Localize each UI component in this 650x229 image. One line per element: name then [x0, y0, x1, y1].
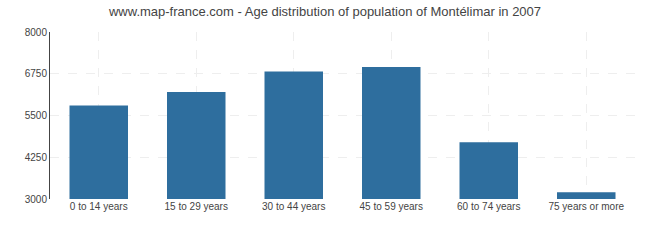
svg-text:0 to 14 years: 0 to 14 years — [70, 201, 128, 212]
svg-text:30 to 44 years: 30 to 44 years — [262, 201, 325, 212]
svg-text:45 to 59 years: 45 to 59 years — [360, 201, 423, 212]
svg-text:4250: 4250 — [25, 152, 48, 163]
svg-text:75 years or more: 75 years or more — [548, 201, 624, 212]
svg-text:5500: 5500 — [25, 110, 48, 121]
svg-text:6750: 6750 — [25, 68, 48, 79]
svg-text:www.map-france.com - Age distr: www.map-france.com - Age distribution of… — [108, 4, 541, 19]
svg-text:3000: 3000 — [25, 194, 48, 205]
svg-text:60 to 74 years: 60 to 74 years — [457, 201, 520, 212]
svg-text:8000: 8000 — [25, 27, 48, 38]
svg-text:15 to 29 years: 15 to 29 years — [165, 201, 228, 212]
